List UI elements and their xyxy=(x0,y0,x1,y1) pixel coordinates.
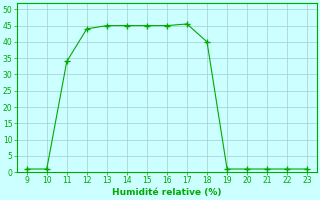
X-axis label: Humidité relative (%): Humidité relative (%) xyxy=(112,188,222,197)
